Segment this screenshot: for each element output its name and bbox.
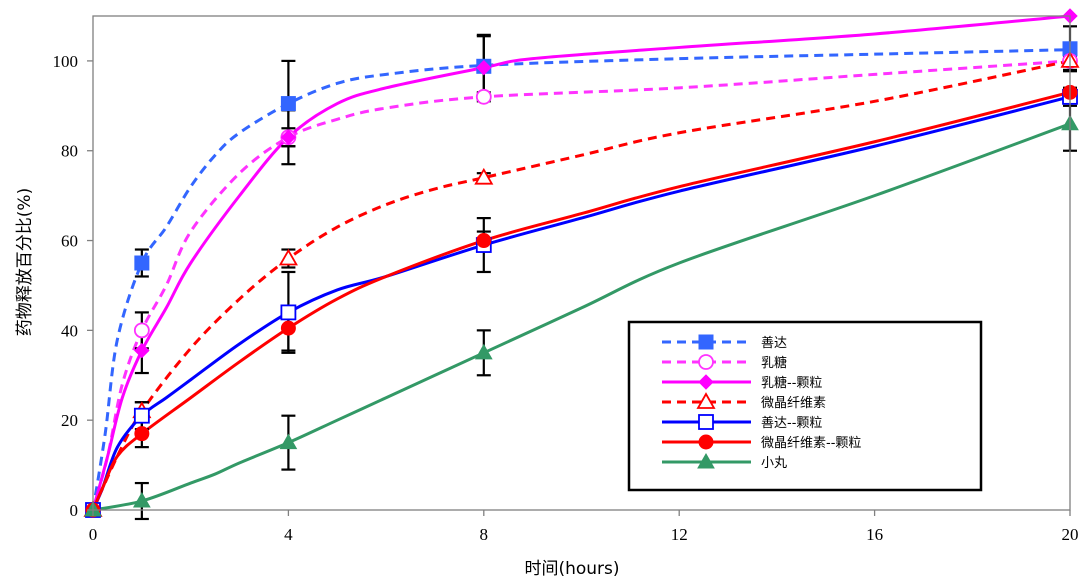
data-point <box>280 129 297 145</box>
series-line <box>91 14 1071 511</box>
series-line <box>91 59 1071 511</box>
x-tick-label: 0 <box>89 525 98 544</box>
data-point <box>279 433 298 450</box>
legend-label: 乳糖 <box>761 355 787 371</box>
data-point <box>132 492 151 508</box>
series-line <box>92 122 1071 512</box>
y-axis-title: 药物释放百分比(%) <box>15 188 35 336</box>
y-tick-label: 80 <box>61 142 78 161</box>
series-4 <box>91 59 1071 511</box>
legend-label: 小丸 <box>761 456 787 471</box>
data-point <box>133 322 150 339</box>
plot-frame <box>92 15 1071 511</box>
y-tick-label: 20 <box>61 411 78 430</box>
series-2 <box>91 59 1071 511</box>
axes-layer: 0 20 40 60 80 100 0 4 8 12 16 20 <box>53 15 1079 544</box>
data-point <box>474 167 494 185</box>
error-bars-2 <box>134 55 1077 350</box>
series-line <box>91 90 1071 511</box>
x-tick-label: 16 <box>866 525 883 544</box>
x-tick-label: 4 <box>284 525 293 544</box>
y-tick-label: 40 <box>61 321 78 340</box>
legend-swatch-marker <box>698 354 714 370</box>
legend-swatch-marker <box>697 452 715 469</box>
data-point <box>280 96 296 112</box>
legend-swatch-marker <box>698 414 714 430</box>
markers-6 <box>85 84 1078 518</box>
data-point <box>280 320 296 336</box>
markers-7 <box>84 114 1079 517</box>
legend-swatch-marker <box>698 334 714 350</box>
data-point <box>474 343 493 360</box>
legend-swatch-marker <box>696 392 716 409</box>
series-6 <box>91 90 1071 511</box>
x-axis-title: 时间(hours) <box>524 559 619 577</box>
x-tick-label: 8 <box>480 525 489 544</box>
data-point <box>134 426 150 442</box>
legend-label: 善达--颗粒 <box>761 415 822 431</box>
data-point <box>280 304 297 321</box>
data-point <box>133 407 150 424</box>
data-point <box>475 88 492 105</box>
legend-swatch-marker <box>698 434 714 450</box>
y-tick-label: 100 <box>53 52 79 71</box>
error-bars-3 <box>134 35 491 375</box>
data-point <box>278 248 298 266</box>
series-line <box>91 59 1071 511</box>
y-tick-label: 0 <box>70 501 79 520</box>
series-3 <box>91 14 1071 511</box>
data-point <box>476 233 492 249</box>
x-tick-label: 12 <box>671 525 688 544</box>
legend-label: 善达 <box>761 335 787 351</box>
series-layer <box>83 8 1080 521</box>
y-tick-label: 60 <box>61 232 78 251</box>
legend-label: 乳糖--颗粒 <box>761 375 822 391</box>
legend-swatch-marker <box>698 374 714 390</box>
legend-label: 微晶纤维素--颗粒 <box>761 436 861 451</box>
data-point <box>134 255 150 271</box>
series-7 <box>92 122 1071 512</box>
data-point <box>476 59 492 76</box>
legend-label: 微晶纤维素 <box>761 396 826 411</box>
data-point <box>134 342 150 359</box>
x-tick-label: 20 <box>1062 525 1079 544</box>
